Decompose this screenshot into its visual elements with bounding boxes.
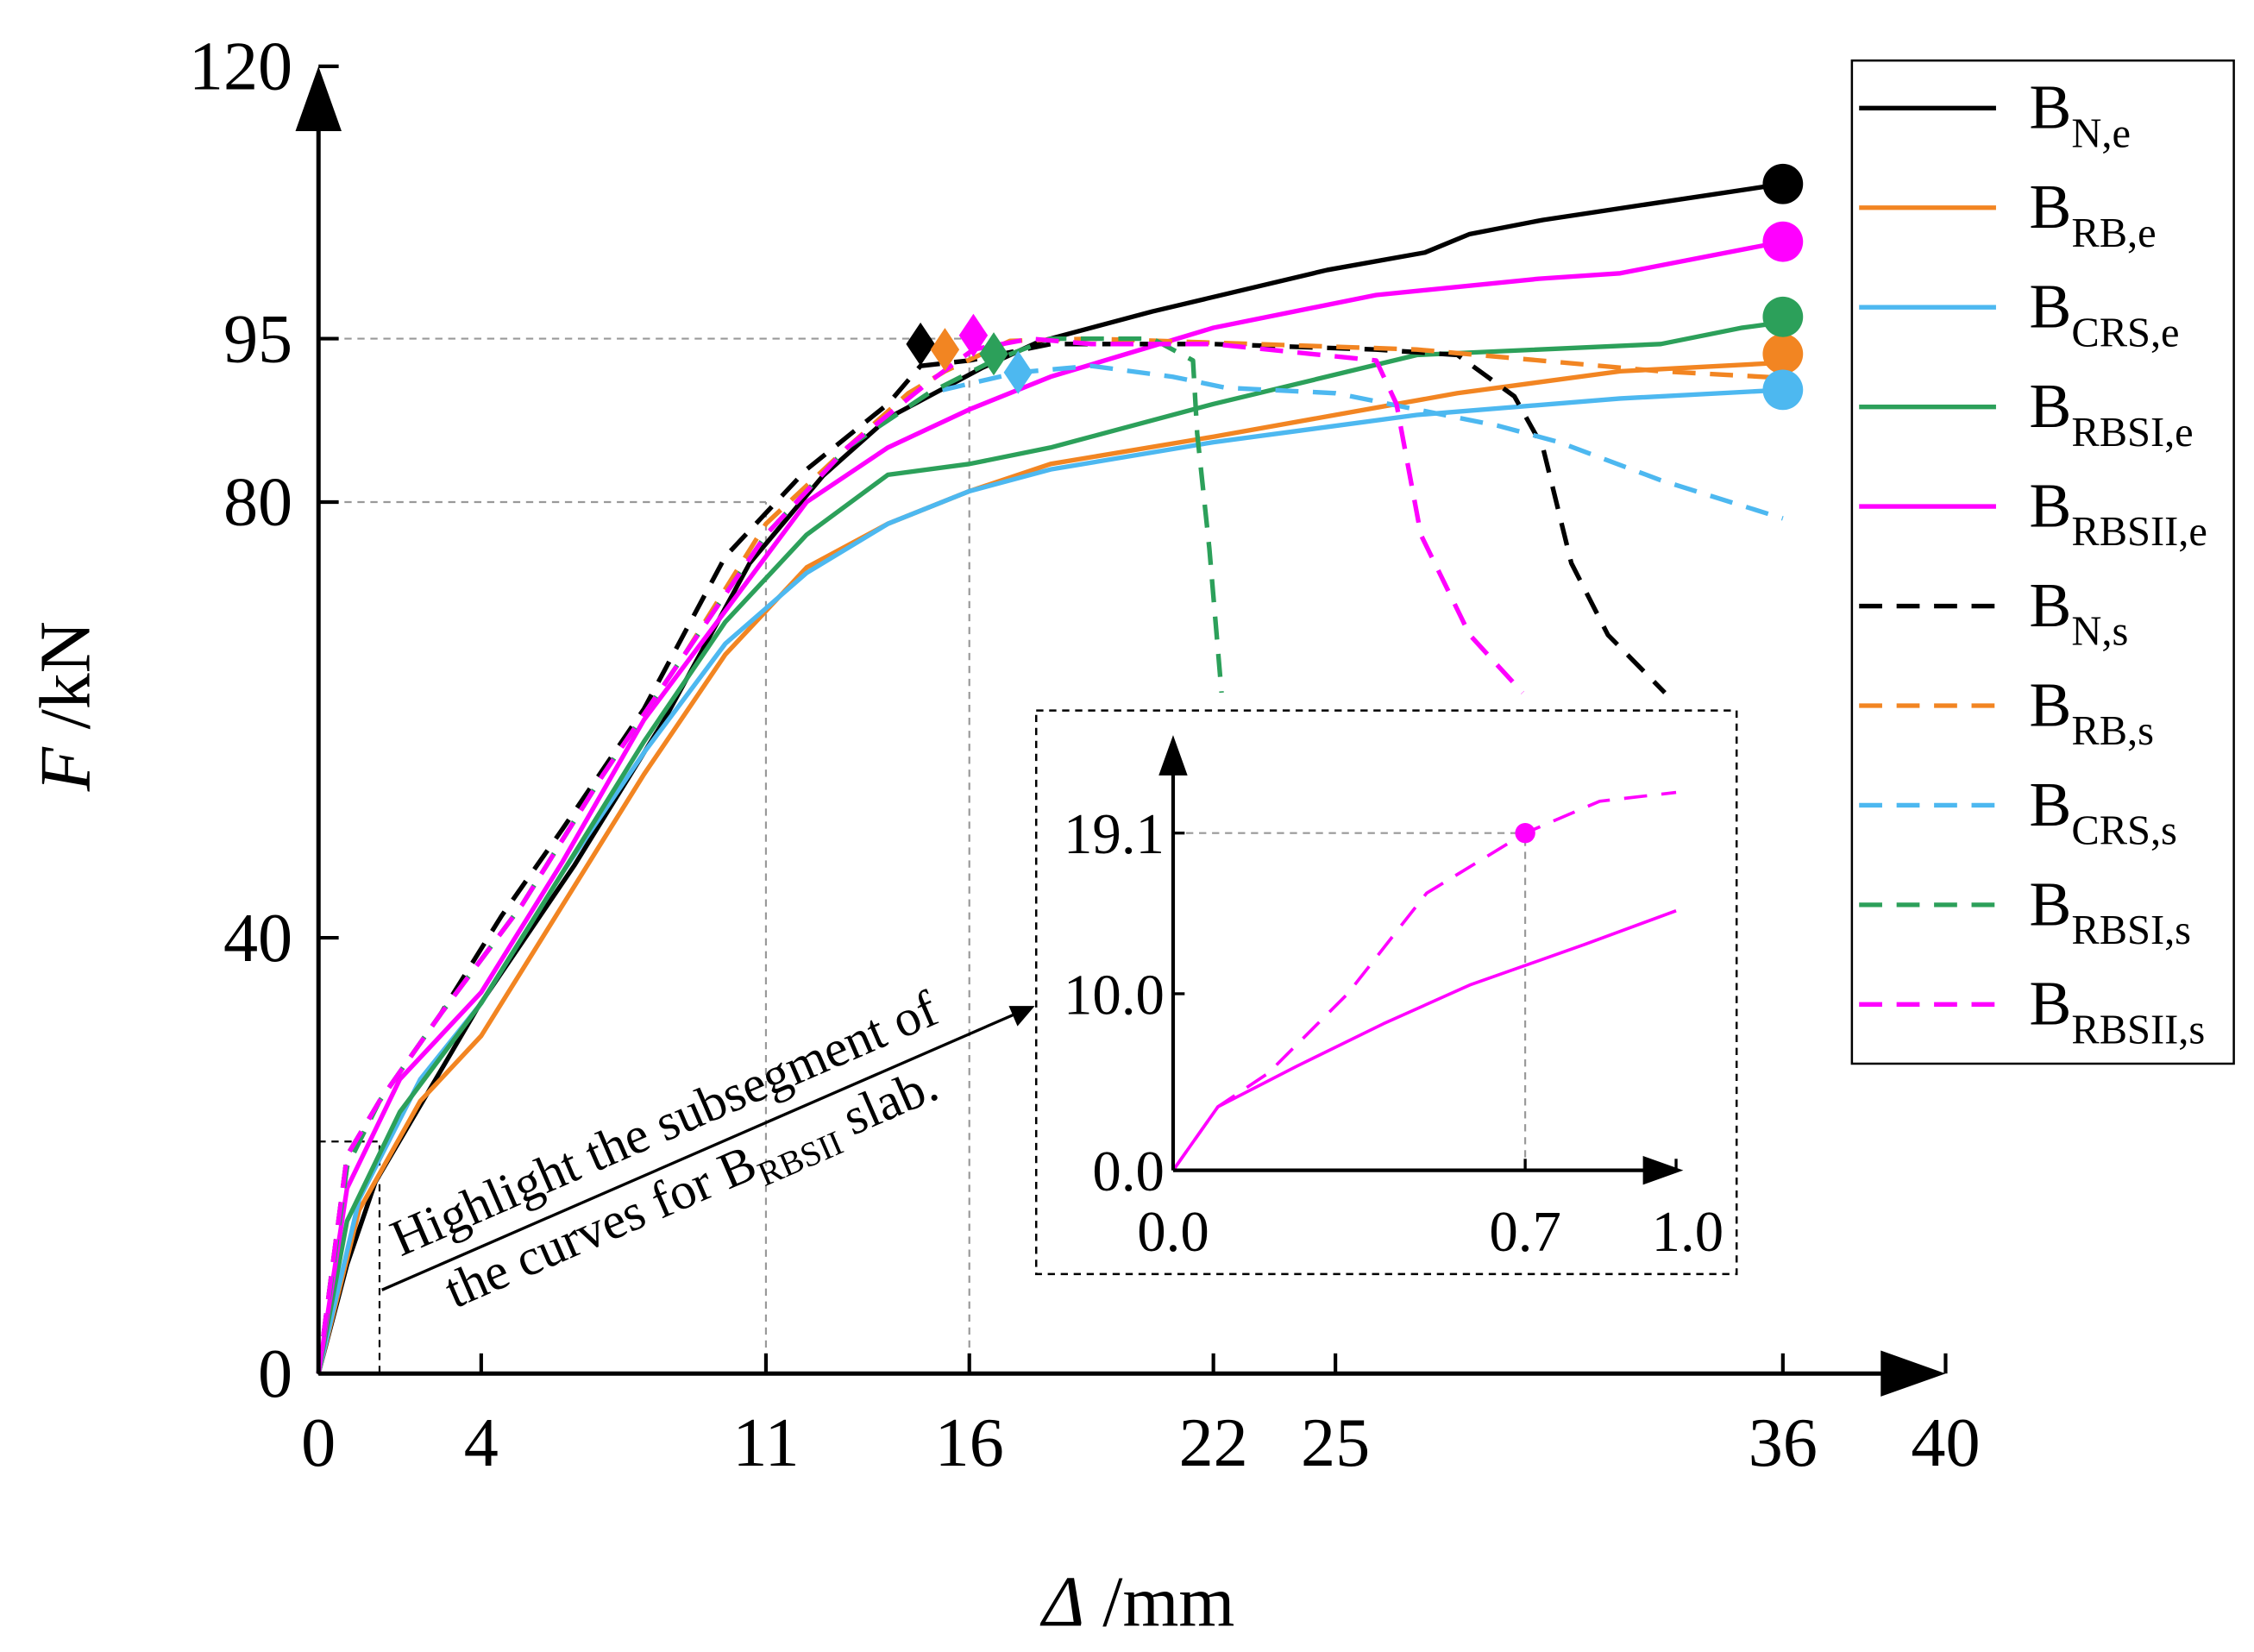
annotation-arrowhead [1008, 1006, 1035, 1027]
x-label-unit: /mm [1084, 1563, 1234, 1643]
y-tick-label: 0 [258, 1336, 292, 1412]
x-tick-label: 4 [464, 1405, 499, 1481]
legend-sub: RBSI,e [2071, 410, 2193, 455]
inset-y-arrow [1158, 735, 1188, 776]
legend-sub: N,s [2071, 609, 2128, 655]
legend-name: B [2029, 868, 2071, 939]
legend-name: B [2029, 171, 2071, 242]
x-axis-label: Δ /mm [1039, 1563, 1234, 1643]
legend-name: B [2029, 968, 2071, 1039]
legend-box [1850, 59, 2235, 1065]
x-tick-label: 36 [1749, 1405, 1818, 1481]
legend-label: BRBSI,e [2029, 370, 2193, 455]
legend-label: BRBSII,s [2029, 968, 2205, 1053]
legend-sub: RB,e [2071, 210, 2156, 256]
x-tick-label: 11 [732, 1405, 799, 1481]
y-tick-label: 120 [189, 29, 292, 105]
legend-sub: CRS,s [2071, 808, 2177, 854]
legend-name: B [2029, 469, 2071, 540]
legend-name: B [2029, 72, 2071, 142]
inset-point [1515, 822, 1535, 844]
inset-y-tick-label: 19.1 [1064, 802, 1165, 866]
legend-name: B [2029, 669, 2071, 739]
peak-marker [958, 313, 989, 357]
legend-sub: CRS,e [2071, 310, 2179, 355]
legend-label: BRB,s [2029, 669, 2154, 754]
x-label-symbol: Δ [1039, 1563, 1084, 1643]
y-tick-label: 95 [223, 301, 292, 377]
inset-box [1034, 709, 1738, 1276]
series-line [316, 319, 1784, 1374]
legend-label: BCRS,e [2029, 271, 2179, 356]
legend-name: B [2029, 769, 2071, 839]
inset-y-tick-label: 0.0 [1092, 1140, 1165, 1203]
y-tick-label: 80 [223, 465, 292, 541]
legend-label: BN,s [2029, 569, 2128, 655]
y-tick-label: 40 [223, 901, 292, 977]
inset-x-arrow [1642, 1155, 1684, 1185]
inset-y-tick-label: 10.0 [1064, 963, 1165, 1027]
series-line [316, 239, 1784, 1374]
legend-label: BCRS,s [2029, 769, 2177, 854]
legend-label: BRBSII,e [2029, 469, 2207, 555]
peak-marker [1762, 333, 1804, 374]
x-tick-label: 25 [1301, 1405, 1370, 1481]
series-line [1171, 790, 1677, 1171]
legend-name: B [2029, 271, 2071, 342]
legend-sub: RBSI,s [2071, 908, 2191, 953]
x-axis-arrow [1880, 1350, 1946, 1397]
x-tick-label: 40 [1911, 1405, 1980, 1481]
inset-x-tick-label: 0.0 [1137, 1200, 1209, 1264]
peak-marker [1762, 369, 1804, 411]
annotation-arrow [381, 1010, 1021, 1291]
peak-marker [906, 322, 935, 366]
x-tick-label: 22 [1179, 1405, 1248, 1481]
series-line [316, 336, 1525, 1374]
x-tick-label: 0 [301, 1405, 336, 1481]
series-line [316, 342, 1667, 1374]
legend-label: BRB,e [2029, 171, 2156, 256]
inset-x-tick-label: 0.7 [1489, 1200, 1561, 1264]
legend-label: BRBSI,s [2029, 868, 2191, 953]
inset-x-tick-label: 1.0 [1652, 1200, 1724, 1264]
legend-name: B [2029, 370, 2071, 441]
y-label-unit: /kN [27, 621, 106, 747]
legend-sub: RBSII,s [2071, 1007, 2205, 1052]
y-axis-arrow [295, 66, 342, 132]
legend-sub: RB,s [2071, 708, 2154, 754]
peak-marker [1762, 163, 1804, 204]
y-label-symbol: F [27, 746, 106, 792]
peak-marker [1762, 296, 1804, 337]
legend-sub: RBSII,e [2071, 509, 2207, 555]
legend-name: B [2029, 569, 2071, 640]
legend-sub: N,e [2071, 110, 2131, 156]
y-axis-label: F /kN [27, 621, 106, 792]
x-tick-label: 16 [935, 1405, 1004, 1481]
legend-label: BN,e [2029, 72, 2131, 157]
peak-marker [1762, 221, 1804, 262]
